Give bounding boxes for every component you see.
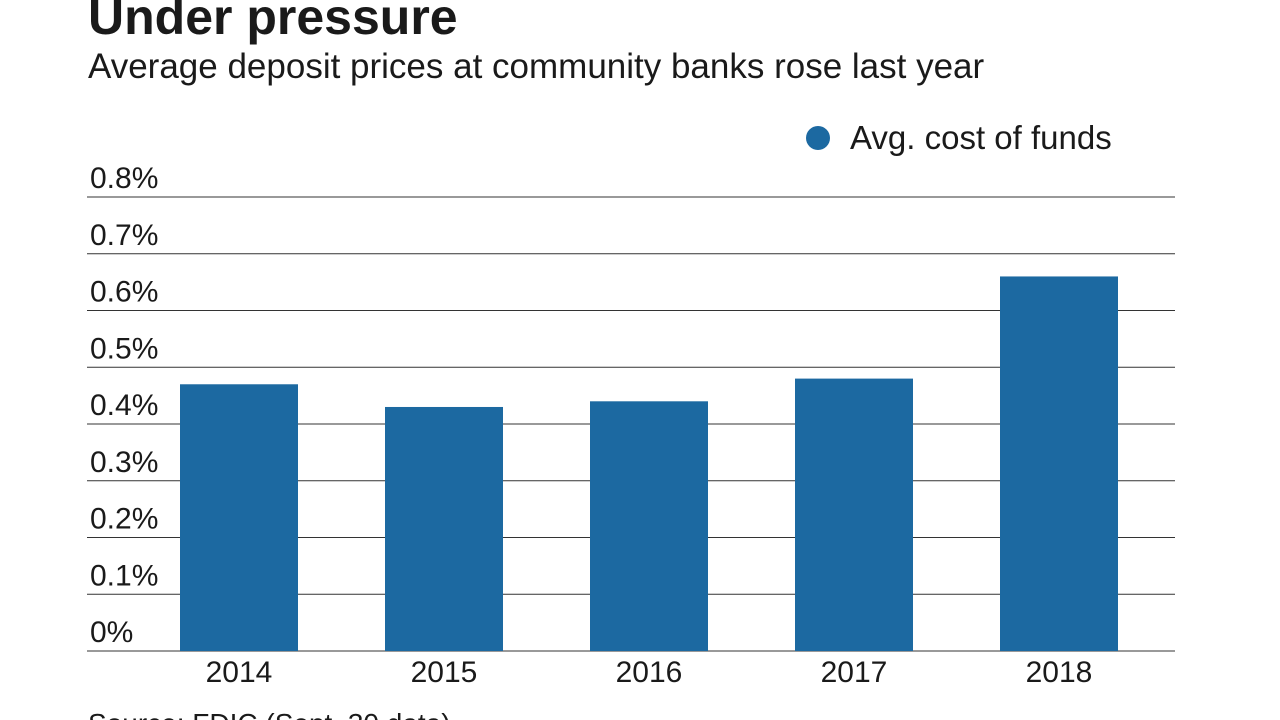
y-tick-label: 0.8% (90, 162, 158, 195)
source-note: Source: FDIC (Sept. 30 data) (88, 708, 451, 720)
bar (385, 406, 503, 651)
x-tick-label: 2015 (411, 656, 478, 689)
x-tick-label: 2014 (206, 656, 273, 689)
y-tick-label: 0.4% (90, 389, 158, 422)
x-tick-label: 2016 (616, 656, 683, 689)
chart-title: Under pressure (88, 0, 458, 45)
bar (1000, 276, 1118, 651)
x-tick-label: 2017 (821, 656, 888, 689)
bar (795, 378, 913, 651)
y-tick-label: 0.2% (90, 503, 158, 536)
y-tick-label: 0.1% (90, 559, 158, 592)
y-tick-label: 0% (90, 616, 133, 649)
y-tick-label: 0.7% (90, 219, 158, 252)
legend-marker (806, 126, 830, 150)
y-tick-label: 0.5% (90, 332, 158, 365)
bar (180, 384, 298, 651)
y-tick-label: 0.3% (90, 446, 158, 479)
x-tick-label: 2018 (1026, 656, 1093, 689)
bar (590, 401, 708, 651)
y-tick-label: 0.6% (90, 276, 158, 309)
chart-subtitle: Average deposit prices at community bank… (88, 47, 985, 86)
legend-label: Avg. cost of funds (850, 119, 1112, 156)
